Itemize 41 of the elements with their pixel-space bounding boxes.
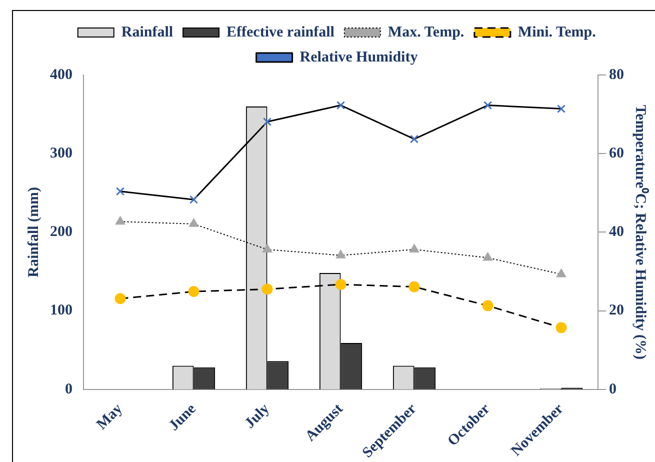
y2-tick-label: 0 [609, 381, 616, 398]
x-tick-label: July [242, 400, 274, 432]
point [336, 100, 346, 110]
y-tick-label: 200 [50, 224, 72, 240]
legend-label: Relative Humidity [300, 49, 418, 66]
y-tick-label: 400 [50, 66, 72, 83]
point [335, 278, 346, 290]
point [188, 218, 199, 227]
point [482, 300, 494, 312]
point [262, 244, 272, 252]
point [408, 281, 420, 292]
x-tick-label: June [166, 400, 200, 434]
point [116, 187, 125, 196]
y2-axis-title: Temperature⁰C; Relative Humidity (%) [632, 104, 650, 360]
legend-label: Max. Temp. [388, 24, 464, 40]
point [262, 284, 273, 295]
y2-tick-label: 60 [609, 145, 624, 162]
point [188, 286, 200, 298]
point [556, 268, 566, 278]
point [189, 195, 198, 204]
y2-tick-label: 20 [609, 302, 624, 319]
point [114, 293, 126, 304]
y-tick-label: 300 [50, 145, 72, 162]
legend-label: Mini. Temp. [518, 24, 596, 40]
point [482, 252, 493, 261]
y2-tick-label: 40 [609, 224, 624, 240]
legend-label: Effective rainfall [226, 24, 334, 40]
y-tick-label: 100 [50, 302, 72, 319]
y-tick-label: 0 [65, 381, 72, 398]
y-axis-title: Rainfall (mm) [26, 186, 42, 278]
point [262, 117, 272, 126]
point [556, 104, 566, 114]
point [409, 244, 420, 252]
point [115, 216, 126, 225]
point [556, 322, 567, 334]
x-tick-label: May [94, 400, 126, 433]
point [483, 100, 492, 110]
point [410, 134, 419, 144]
legend-label: Rainfall [121, 24, 174, 40]
point [336, 250, 346, 258]
y2-tick-label: 80 [609, 66, 624, 83]
